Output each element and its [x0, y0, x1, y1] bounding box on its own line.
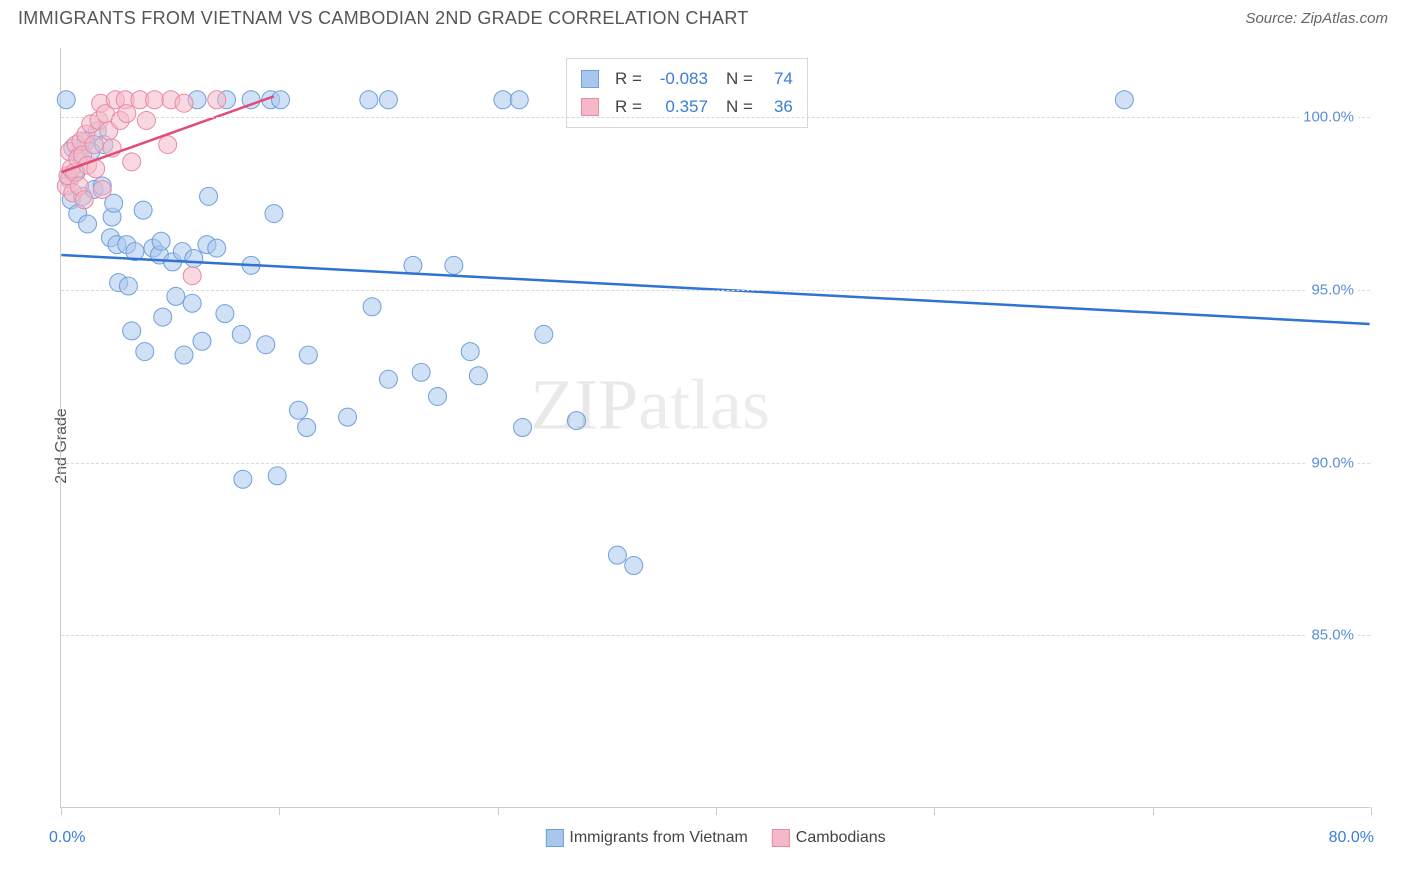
gridline	[61, 117, 1370, 118]
gridline	[61, 635, 1370, 636]
x-axis-min-label: 0.0%	[49, 829, 85, 847]
data-point	[123, 322, 141, 340]
data-point	[289, 401, 307, 419]
y-tick-label: 95.0%	[1307, 281, 1358, 298]
legend-label-a: Immigrants from Vietnam	[569, 829, 747, 846]
y-tick-label: 100.0%	[1299, 109, 1358, 126]
data-point	[268, 467, 286, 485]
data-point	[183, 294, 201, 312]
y-tick-label: 90.0%	[1307, 454, 1358, 471]
data-point	[136, 343, 154, 361]
swatch-bottom-b	[772, 829, 790, 847]
data-point	[208, 239, 226, 257]
data-point	[75, 191, 93, 209]
data-point	[339, 408, 357, 426]
data-point	[183, 267, 201, 285]
data-point	[625, 557, 643, 575]
data-point	[494, 91, 512, 109]
swatch-series-a	[581, 70, 599, 88]
data-point	[568, 412, 586, 430]
scatter-plot-svg	[61, 48, 1370, 807]
data-point	[412, 363, 430, 381]
data-point	[379, 91, 397, 109]
data-point	[57, 91, 75, 109]
chart-title: IMMIGRANTS FROM VIETNAM VS CAMBODIAN 2ND…	[18, 8, 749, 29]
stats-n-value-a: 74	[763, 65, 793, 93]
gridline	[61, 290, 1370, 291]
data-point	[429, 387, 447, 405]
data-point	[159, 136, 177, 154]
x-axis-max-label: 80.0%	[1329, 829, 1374, 847]
data-point	[208, 91, 226, 109]
x-tick	[1371, 807, 1372, 815]
data-point	[360, 91, 378, 109]
data-point	[175, 346, 193, 364]
swatch-bottom-a	[545, 829, 563, 847]
x-tick	[934, 807, 935, 815]
data-point	[363, 298, 381, 316]
chart-plot-area: ZIPatlas R = -0.083 N = 74 R = 0.357 N =…	[60, 48, 1370, 808]
data-point	[1115, 91, 1133, 109]
data-point	[193, 332, 211, 350]
data-point	[152, 232, 170, 250]
data-point	[216, 305, 234, 323]
data-point	[535, 325, 553, 343]
data-point	[404, 256, 422, 274]
data-point	[265, 205, 283, 223]
data-point	[118, 105, 136, 123]
data-point	[299, 346, 317, 364]
data-point	[175, 94, 193, 112]
data-point	[123, 153, 141, 171]
legend-label-b: Cambodians	[796, 829, 886, 846]
data-point	[137, 111, 155, 129]
data-point	[146, 91, 164, 109]
data-point	[379, 370, 397, 388]
x-tick	[1153, 807, 1154, 815]
data-point	[200, 187, 218, 205]
data-point	[445, 256, 463, 274]
data-point	[234, 470, 252, 488]
y-tick-label: 85.0%	[1307, 627, 1358, 644]
swatch-series-b	[581, 98, 599, 116]
legend-item-b: Cambodians	[772, 829, 886, 847]
stats-r-label: R =	[615, 65, 642, 93]
data-point	[93, 180, 111, 198]
gridline	[61, 463, 1370, 464]
data-point	[85, 136, 103, 154]
data-point	[298, 419, 316, 437]
data-point	[185, 249, 203, 267]
x-tick	[716, 807, 717, 815]
stats-r-value-a: -0.083	[652, 65, 708, 93]
bottom-legend: Immigrants from Vietnam Cambodians	[545, 829, 885, 847]
data-point	[79, 215, 97, 233]
stats-row-series-a: R = -0.083 N = 74	[581, 65, 793, 93]
data-point	[461, 343, 479, 361]
data-point	[257, 336, 275, 354]
data-point	[232, 325, 250, 343]
data-point	[608, 546, 626, 564]
data-point	[134, 201, 152, 219]
data-point	[510, 91, 528, 109]
source-label: Source: ZipAtlas.com	[1245, 10, 1388, 27]
x-tick	[498, 807, 499, 815]
data-point	[469, 367, 487, 385]
data-point	[154, 308, 172, 326]
stats-n-label: N =	[726, 65, 753, 93]
x-tick	[61, 807, 62, 815]
data-point	[119, 277, 137, 295]
data-point	[514, 419, 532, 437]
data-point	[272, 91, 290, 109]
legend-item-a: Immigrants from Vietnam	[545, 829, 747, 847]
x-tick	[279, 807, 280, 815]
